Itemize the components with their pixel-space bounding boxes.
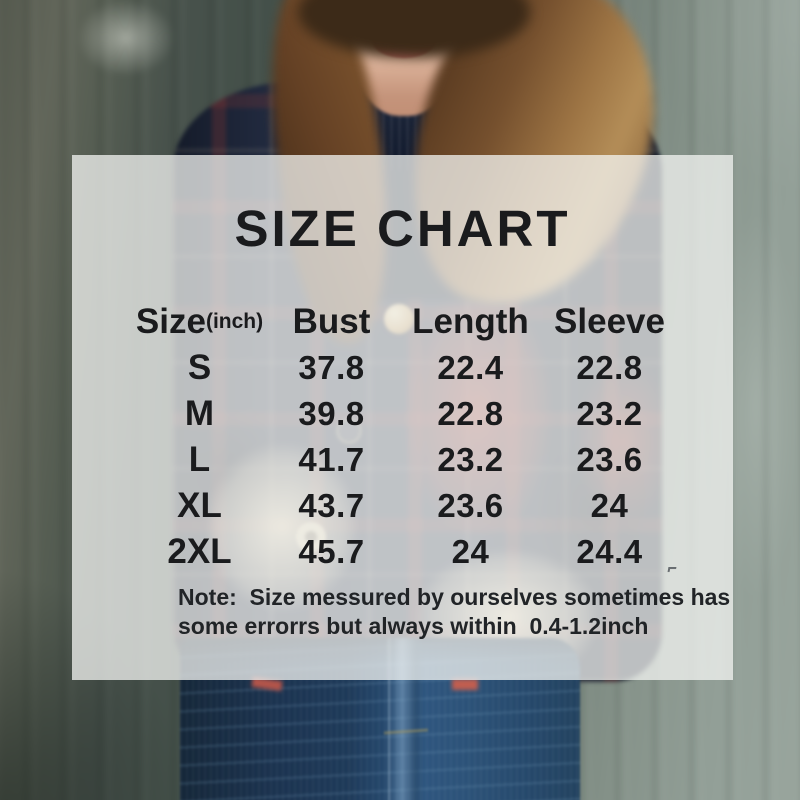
small-artifact-mark [667,567,677,572]
row-2xl-length: 24 [451,533,490,570]
row-m-sleeve: 23.2 [576,395,643,432]
note-line-2: some errorrs but always within 0.4-1.2in… [178,613,649,639]
row-m-length: 22.8 [437,395,504,432]
size-chart-panel: SIZE CHART Size (inch) Bust Length Sleeve… [72,155,733,680]
row-s-bust: 37.8 [298,349,365,386]
header-cell-length: Length [412,302,529,341]
size-table: Size (inch) Bust Length Sleeve S 37.8 22.… [135,299,679,575]
jacket-hem-sliver [452,679,478,690]
row-2xl-bust: 45.7 [298,533,365,570]
header-cell-bust: Bust [292,302,371,341]
row-xl-bust: 43.7 [298,487,365,524]
row-xl-length: 23.6 [437,487,504,524]
row-2xl-sleeve: 24.4 [576,533,643,570]
row-s-sleeve: 22.8 [576,349,643,386]
header-cell-size: Size (inch) [135,299,264,345]
jeans-stitch [383,728,429,735]
row-m-size: M [184,394,215,433]
measurement-note: Note: Size messured by ourselves sometim… [178,583,730,641]
row-l-sleeve: 23.6 [576,441,643,478]
row-l-bust: 41.7 [298,441,365,478]
row-s-size: S [187,348,212,387]
header-cell-sleeve: Sleeve [554,302,665,341]
size-chart-title: SIZE CHART [234,200,571,257]
row-xl-size: XL [177,486,222,525]
row-s-length: 22.4 [437,349,504,386]
row-l-length: 23.2 [437,441,504,478]
unit-label: (inch) [205,310,264,333]
row-2xl-size: 2XL [167,532,232,571]
row-l-size: L [188,440,211,479]
header-size-label: Size [135,302,206,341]
row-m-bust: 39.8 [298,395,365,432]
note-line-1: Note: Size messured by ourselves sometim… [178,584,731,610]
row-xl-sleeve: 24 [590,487,629,524]
